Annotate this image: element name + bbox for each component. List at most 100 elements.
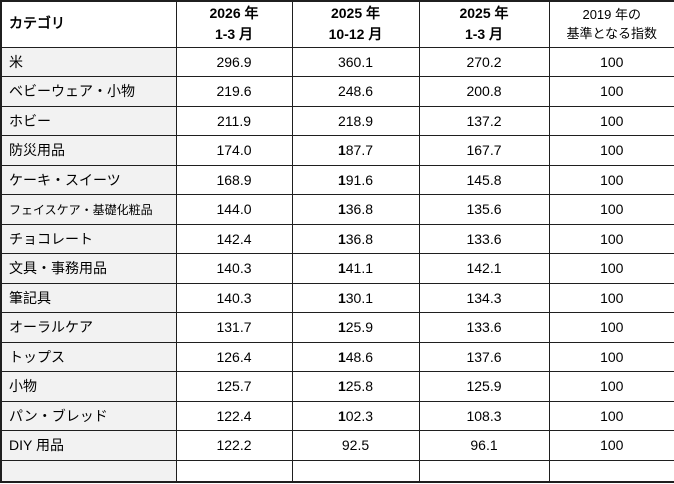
value-cell-q4_2025: 187.7: [291, 135, 420, 166]
category-cell: チョコレート: [0, 223, 177, 254]
column-header-category-line: カテゴリ: [9, 15, 65, 32]
bold-leading-digit: 1: [337, 142, 346, 159]
value-cell-q4_2025: 191.6: [291, 164, 420, 195]
table-row: フェイスケア・基礎化粧品 144.0 136.8 135.6 100: [0, 194, 674, 225]
value-cell-q1_2026: 211.9: [175, 105, 293, 136]
value-cell-q1_2025: 270.2: [418, 46, 550, 77]
value-cell-base_2019: 100: [548, 400, 674, 431]
value-cell-base_2019: 100: [548, 282, 674, 313]
value-cell-q1_2025: 96.1: [418, 430, 550, 461]
value-cell-q1_2026: 142.4: [175, 223, 293, 254]
value-cell-q1_2026: 219.6: [175, 76, 293, 107]
column-header-q4_2025-line: 10-12 月: [328, 26, 383, 43]
value-cell-q4_2025: 141.1: [291, 253, 420, 284]
value-cell-base_2019: 100: [548, 341, 674, 372]
table-row: ホビー 211.9 218.9 137.2 100: [0, 105, 674, 136]
table-row: 文具・事務用品 140.3 141.1 142.1 100: [0, 253, 674, 284]
column-header-q1_2025: 2025 年 1-3 月: [418, 0, 550, 48]
table-row: 小物 125.7 125.8 125.9 100: [0, 371, 674, 402]
value-cell-q4_2025: 218.9: [291, 105, 420, 136]
table-row: 防災用品 174.0 187.7 167.7 100: [0, 135, 674, 166]
value-cell-q4_2025: 136.8: [291, 223, 420, 254]
value-cell-q1_2026: 168.9: [175, 164, 293, 195]
table-row: パン・ブレッド 122.4 102.3 108.3 100: [0, 400, 674, 431]
category-cell: ベビーウェア・小物: [0, 76, 177, 107]
value-cell-q4_2025: 125.8: [291, 371, 420, 402]
value-cell-q1_2026: 174.0: [175, 135, 293, 166]
value-cell-q4_2025: 92.5: [291, 430, 420, 461]
table-body: 米 296.9 360.1 270.2 100 ベビーウェア・小物 219.6 248.6 20…: [0, 46, 674, 483]
column-header-q4_2025-line: 2025 年: [330, 4, 381, 21]
value-cell-base_2019: 100: [548, 164, 674, 195]
value-cell-base_2019: 100: [548, 46, 674, 77]
bold-leading-digit: 1: [337, 171, 346, 188]
column-header-q1_2026-line: 1-3 月: [214, 26, 254, 43]
value-cell-base_2019: 100: [548, 253, 674, 284]
bold-leading-digit: 1: [337, 319, 346, 336]
value-cell-base_2019: 100: [548, 430, 674, 461]
value-cell-base_2019: 100: [548, 194, 674, 225]
column-header-q1_2026: 2026 年 1-3 月: [175, 0, 293, 48]
bold-leading-digit: 1: [337, 407, 346, 424]
category-cell: フェイスケア・基礎化粧品: [0, 194, 177, 225]
column-header-base_2019-line: 基準となる指数: [566, 26, 658, 42]
value-cell-q1_2025: 125.9: [418, 371, 550, 402]
value-cell-q4_2025: 360.1: [291, 46, 420, 77]
category-cell: パン・ブレッド: [0, 400, 177, 431]
value-cell-q4_2025: 148.6: [291, 341, 420, 372]
column-header-q1_2025-line: 1-3 月: [464, 26, 504, 43]
value-cell-q4_2025: [291, 459, 420, 483]
category-cell: ホビー: [0, 105, 177, 136]
value-cell-q1_2025: 137.2: [418, 105, 550, 136]
value-cell-q4_2025: 248.6: [291, 76, 420, 107]
value-cell-q1_2026: 131.7: [175, 312, 293, 343]
column-header-category: カテゴリ: [0, 0, 177, 48]
table-row: ベビーウェア・小物 219.6 248.6 200.8 100: [0, 76, 674, 107]
table-row: オーラルケア 131.7 125.9 133.6 100: [0, 312, 674, 343]
category-cell: [0, 459, 177, 483]
value-cell-q1_2025: 167.7: [418, 135, 550, 166]
value-cell-q4_2025: 102.3: [291, 400, 420, 431]
value-cell-base_2019: 100: [548, 76, 674, 107]
bold-leading-digit: 1: [337, 230, 346, 247]
column-header-q4_2025: 2025 年 10-12 月: [291, 0, 420, 48]
category-cell: 防災用品: [0, 135, 177, 166]
value-cell-q1_2026: [175, 459, 293, 483]
value-cell-q1_2026: 125.7: [175, 371, 293, 402]
column-header-q1_2025-line: 2025 年: [459, 4, 509, 21]
value-cell-q1_2025: 200.8: [418, 76, 550, 107]
category-cell: ケーキ・スイーツ: [0, 164, 177, 195]
column-header-q1_2026-line: 2026 年: [209, 4, 259, 21]
bold-leading-digit: 1: [337, 348, 346, 365]
value-cell-q4_2025: 125.9: [291, 312, 420, 343]
value-cell-q1_2026: 144.0: [175, 194, 293, 225]
bold-leading-digit: 1: [337, 378, 346, 395]
value-cell-base_2019: 100: [548, 312, 674, 343]
value-cell-q1_2025: 135.6: [418, 194, 550, 225]
table-row: DIY 用品 122.2 92.5 96.1 100: [0, 430, 674, 461]
table-row: 筆記具 140.3 130.1 134.3 100: [0, 282, 674, 313]
category-cell: 米: [0, 46, 177, 77]
category-cell: 文具・事務用品: [0, 253, 177, 284]
value-cell-base_2019: [548, 459, 674, 483]
value-cell-q4_2025: 130.1: [291, 282, 420, 313]
table-row: チョコレート 142.4 136.8 133.6 100: [0, 223, 674, 254]
value-cell-q1_2025: 137.6: [418, 341, 550, 372]
value-cell-q1_2025: 133.6: [418, 312, 550, 343]
value-cell-q1_2025: 142.1: [418, 253, 550, 284]
value-cell-base_2019: 100: [548, 223, 674, 254]
value-cell-base_2019: 100: [548, 371, 674, 402]
bold-leading-digit: 1: [337, 260, 346, 277]
value-cell-q1_2026: 140.3: [175, 253, 293, 284]
table-row: トップス 126.4 148.6 137.6 100: [0, 341, 674, 372]
value-cell-q1_2025: 134.3: [418, 282, 550, 313]
value-cell-base_2019: 100: [548, 105, 674, 136]
category-cell: DIY 用品: [0, 430, 177, 461]
table-row-partial: [0, 459, 674, 483]
table-row: 米 296.9 360.1 270.2 100: [0, 46, 674, 77]
column-header-base_2019: 2019 年の 基準となる指数: [548, 0, 674, 48]
